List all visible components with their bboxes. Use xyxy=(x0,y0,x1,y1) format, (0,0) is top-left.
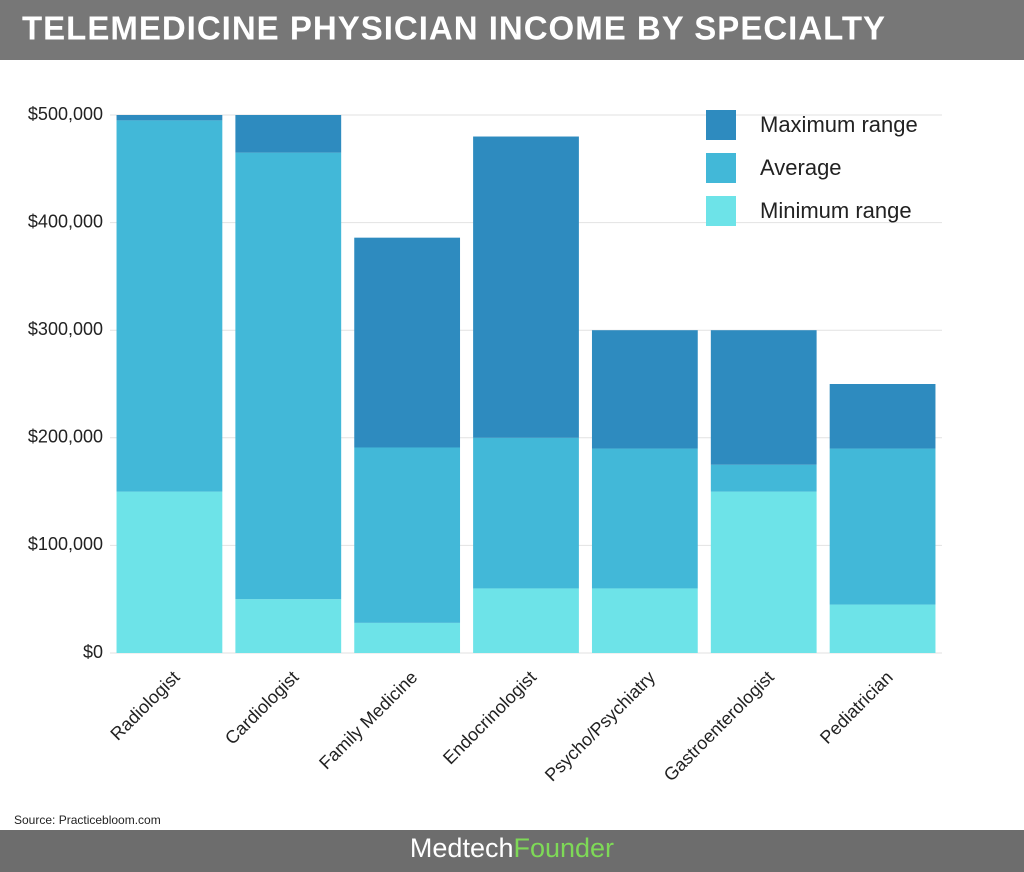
bar-segment xyxy=(116,115,223,121)
bar-segment xyxy=(354,622,461,653)
bar-segment xyxy=(591,448,698,589)
footer-bar xyxy=(0,830,1024,872)
x-tick-label: Radiologist xyxy=(106,667,183,744)
y-tick-label: $300,000 xyxy=(28,319,103,339)
bar-segment xyxy=(235,599,342,653)
legend-label: Maximum range xyxy=(760,112,918,137)
x-tick-label: Pediatrician xyxy=(816,667,897,748)
source-note: Source: Practicebloom.com xyxy=(14,813,161,827)
footer-brand: MedtechFounder xyxy=(410,833,614,863)
bar-segment xyxy=(235,115,342,153)
y-tick-label: $200,000 xyxy=(28,427,103,447)
bar-segment xyxy=(591,588,698,653)
bar-segment xyxy=(354,237,461,448)
bar-segment xyxy=(710,330,817,465)
bar-segment xyxy=(354,447,461,623)
x-tick-label: Psycho/Psychiatry xyxy=(541,667,659,785)
bar-segment xyxy=(710,491,817,653)
bar-segment xyxy=(829,448,936,605)
legend-label: Minimum range xyxy=(760,198,912,223)
y-tick-label: $0 xyxy=(83,642,103,662)
bar-segment xyxy=(591,330,698,449)
y-tick-label: $500,000 xyxy=(28,104,103,124)
x-tick-label: Family Medicine xyxy=(315,667,421,773)
bar-segment xyxy=(473,588,579,653)
title-bar xyxy=(0,0,1024,60)
x-tick-label: Endocrinologist xyxy=(439,667,540,768)
y-tick-label: $100,000 xyxy=(28,534,103,554)
bar-segment xyxy=(116,491,223,653)
bar-segment xyxy=(829,384,936,449)
legend-swatch xyxy=(706,153,736,183)
bar-segment xyxy=(829,604,936,653)
legend-swatch xyxy=(706,196,736,226)
x-tick-label: Cardiologist xyxy=(221,667,302,748)
bar-segment xyxy=(235,152,342,600)
brand-accent: Founder xyxy=(513,833,614,863)
bar-segment xyxy=(473,437,579,589)
legend-label: Average xyxy=(760,155,842,180)
bar-segment xyxy=(710,464,817,492)
x-tick-label: Gastroenterologist xyxy=(660,667,778,785)
bar-segment xyxy=(116,120,223,492)
legend-swatch xyxy=(706,110,736,140)
y-tick-label: $400,000 xyxy=(28,211,103,231)
brand: Medtech xyxy=(410,833,514,863)
bar-segment xyxy=(473,136,579,438)
chart-title: TELEMEDICINE PHYSICIAN INCOME BY SPECIAL… xyxy=(22,10,886,47)
